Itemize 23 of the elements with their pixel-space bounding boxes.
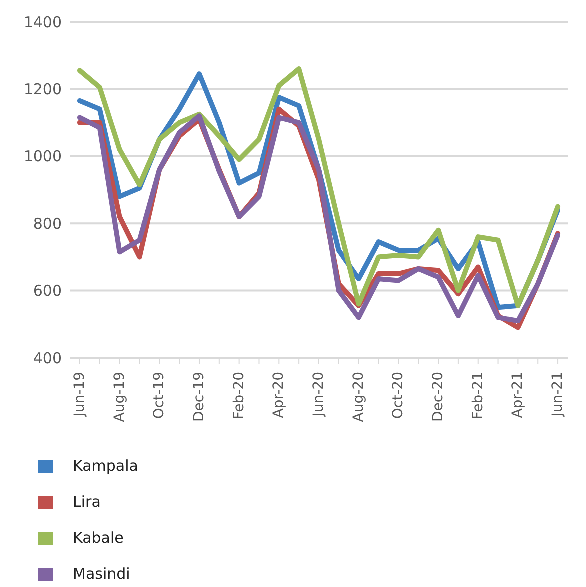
x-tick-label: Dec-20	[430, 372, 447, 422]
y-tick-label: 600	[33, 282, 62, 300]
x-tick-label: Apr-20	[271, 372, 288, 418]
x-tick-label: Apr-21	[510, 372, 526, 418]
x-tick-label: Aug-19	[112, 372, 128, 422]
x-tick-label: Jun-19	[72, 372, 88, 418]
legend-label: Lira	[73, 493, 101, 511]
legend-label: Masindi	[73, 565, 130, 583]
x-tick-label: Dec-19	[191, 372, 208, 422]
x-tick-label: Jun-20	[311, 372, 327, 418]
x-tick-label: Feb-20	[231, 372, 248, 420]
x-tick-label: Oct-19	[152, 372, 168, 420]
x-tick-label: Aug-20	[350, 372, 367, 422]
x-tick-label: Feb-21	[470, 372, 486, 420]
y-tick-label: 800	[33, 214, 62, 233]
y-tick-label: 400	[33, 349, 62, 368]
legend-label: Kabale	[73, 529, 124, 547]
y-tick-label: 1000	[24, 148, 62, 166]
y-tick-label: 1400	[24, 13, 62, 32]
y-tick-label: 1200	[24, 80, 62, 99]
legend-label: Kampala	[73, 457, 138, 475]
x-tick-label: Jun-21	[550, 372, 566, 418]
x-tick-label: Oct-20	[390, 372, 407, 420]
